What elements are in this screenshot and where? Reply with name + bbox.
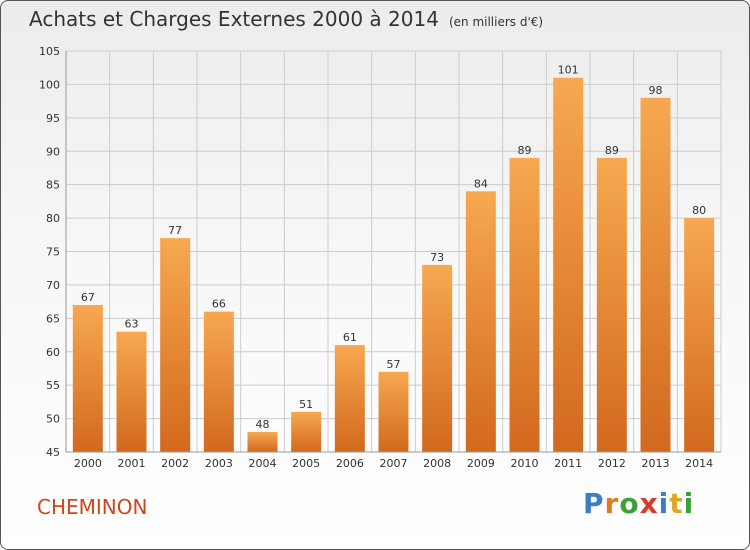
bar-value-label: 57 xyxy=(387,358,401,371)
bar-value-label: 48 xyxy=(256,418,270,431)
bar-value-label: 98 xyxy=(649,84,663,97)
x-tick-label: 2006 xyxy=(336,457,364,470)
bar xyxy=(553,77,584,452)
bar xyxy=(465,191,496,452)
x-tick-label: 2001 xyxy=(118,457,146,470)
bar xyxy=(684,218,715,452)
x-tick-label: 2014 xyxy=(685,457,713,470)
y-tick-label: 75 xyxy=(46,246,60,259)
bar-value-label: 61 xyxy=(343,331,357,344)
x-tick-label: 2000 xyxy=(74,457,102,470)
bars: 67 63 77 66 48 51 61 57 73 84 89 101 89 98 80 xyxy=(72,64,715,453)
x-tick-label: 2011 xyxy=(554,457,582,470)
y-tick-label: 80 xyxy=(46,212,60,225)
x-tick-label: 2010 xyxy=(511,457,539,470)
y-tick-label: 70 xyxy=(46,279,60,292)
logo-letter: t xyxy=(669,487,684,520)
bar-value-label: 67 xyxy=(81,291,95,304)
bar-value-label: 80 xyxy=(692,204,706,217)
bar xyxy=(247,431,278,452)
bar xyxy=(509,157,540,452)
y-tick-label: 90 xyxy=(46,145,60,158)
x-tick-label: 2009 xyxy=(467,457,495,470)
x-tick-label: 2008 xyxy=(423,457,451,470)
bar xyxy=(203,311,234,452)
y-tick-label: 55 xyxy=(46,379,60,392)
bar xyxy=(596,157,627,452)
logo-letter: i xyxy=(683,487,695,520)
y-tick-label: 105 xyxy=(39,45,60,58)
bar xyxy=(378,371,409,452)
bar-value-label: 89 xyxy=(605,144,619,157)
logo-letter: o xyxy=(619,487,640,520)
proxiti-logo: Proxiti xyxy=(583,487,694,520)
bar-value-label: 84 xyxy=(474,177,488,190)
bar xyxy=(334,345,365,452)
bar-value-label: 77 xyxy=(168,224,182,237)
x-tick-label: 2007 xyxy=(380,457,408,470)
y-tick-label: 100 xyxy=(39,78,60,91)
bar-value-label: 66 xyxy=(212,298,226,311)
x-tick-label: 2012 xyxy=(598,457,626,470)
y-tick-label: 65 xyxy=(46,312,60,325)
bar-value-label: 101 xyxy=(558,64,579,77)
logo-letter: r xyxy=(604,487,620,520)
bar-value-label: 73 xyxy=(430,251,444,264)
bar-value-label: 89 xyxy=(518,144,532,157)
logo-letter: P xyxy=(583,487,605,520)
x-tick-label: 2005 xyxy=(292,457,320,470)
logo-letter: i xyxy=(658,487,670,520)
bar xyxy=(160,238,191,452)
logo-letter: x xyxy=(639,487,659,520)
y-tick-label: 95 xyxy=(46,112,60,125)
chart-title-text: Achats et Charges Externes 2000 à 2014 xyxy=(29,7,439,31)
x-tick-label: 2004 xyxy=(249,457,277,470)
y-tick-label: 85 xyxy=(46,179,60,192)
bar xyxy=(72,304,103,452)
chart-subtitle: (en milliers d'€) xyxy=(448,15,544,29)
bar xyxy=(640,97,671,453)
bar xyxy=(291,411,322,452)
chart-title: Achats et Charges Externes 2000 à 2014 (e… xyxy=(29,7,543,31)
y-tick-label: 50 xyxy=(46,413,60,426)
y-tick-label: 60 xyxy=(46,346,60,359)
x-tick-label: 2003 xyxy=(205,457,233,470)
bar-value-label: 63 xyxy=(125,318,139,331)
x-tick-label: 2002 xyxy=(161,457,189,470)
x-tick-label: 2013 xyxy=(642,457,670,470)
bar xyxy=(116,331,147,452)
y-tick-label: 45 xyxy=(46,446,60,459)
location-label: CHEMINON xyxy=(37,495,148,519)
axes: 45 50 55 60 65 70 75 80 85 90 95 100 105 2000 2001 2002… xyxy=(39,45,721,470)
bar-value-label: 51 xyxy=(299,398,313,411)
bar xyxy=(422,264,453,452)
